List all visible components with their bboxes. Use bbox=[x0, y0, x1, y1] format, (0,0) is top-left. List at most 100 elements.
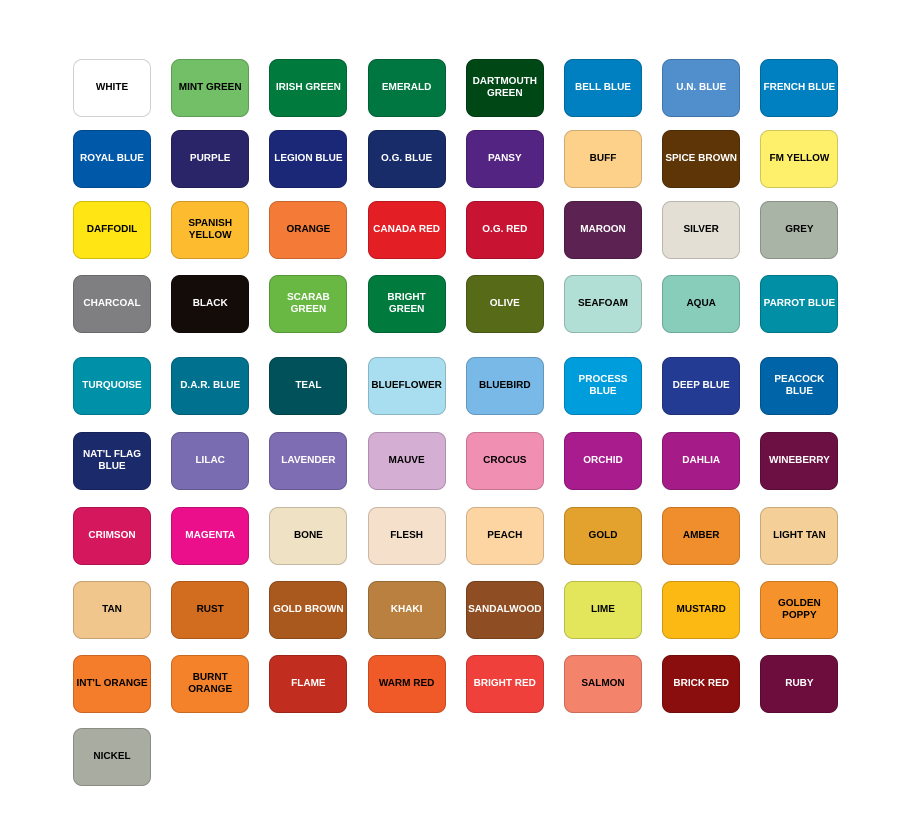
swatch-label: GOLDEN POPPY bbox=[778, 598, 821, 621]
swatch-label: GREY bbox=[785, 224, 814, 235]
color-swatch-french-blue: FRENCH BLUE bbox=[760, 59, 839, 117]
color-swatch-maroon: MAROON bbox=[564, 201, 642, 259]
swatch-label: CRIMSON bbox=[88, 530, 136, 541]
color-swatch-crocus: CROCUS bbox=[465, 432, 544, 490]
color-swatch-dartmouth-green: DARTMOUTH GREEN bbox=[465, 59, 544, 117]
swatch-label: LIME bbox=[591, 604, 615, 615]
color-swatch-warm-red: WARM RED bbox=[367, 655, 446, 713]
swatch-label: RUBY bbox=[785, 678, 814, 689]
color-swatch-scarab-green: SCARAB GREEN bbox=[269, 275, 348, 333]
color-swatch-turquoise: TURQUOISE bbox=[73, 357, 151, 415]
color-swatch-bright-red: BRIGHT RED bbox=[465, 655, 544, 713]
color-swatch-mustard: MUSTARD bbox=[662, 581, 741, 639]
swatch-label: FLAME bbox=[291, 678, 326, 689]
color-swatch-black: BLACK bbox=[171, 275, 250, 333]
color-swatch-o-g-red: O.G. RED bbox=[465, 201, 544, 259]
swatch-label: DARTMOUTH GREEN bbox=[472, 76, 538, 99]
swatch-label: SCARAB GREEN bbox=[287, 292, 330, 315]
swatch-label: PURPLE bbox=[189, 153, 231, 164]
color-swatch-lime: LIME bbox=[564, 581, 642, 639]
color-swatch-spice-brown: SPICE BROWN bbox=[662, 130, 741, 188]
swatch-label: AMBER bbox=[682, 530, 720, 541]
color-swatch-crimson: CRIMSON bbox=[73, 507, 151, 565]
color-swatch-u-n-blue: U.N. BLUE bbox=[662, 59, 741, 117]
swatch-label: TAN bbox=[102, 604, 122, 615]
swatch-label: LAVENDER bbox=[281, 455, 336, 466]
color-swatch-canada-red: CANADA RED bbox=[367, 201, 446, 259]
color-swatch-orange: ORANGE bbox=[269, 201, 348, 259]
color-swatch-bluebird: BLUEBIRD bbox=[465, 357, 544, 415]
color-swatch-olive: OLIVE bbox=[465, 275, 544, 333]
swatch-label: LIGHT TAN bbox=[773, 530, 826, 541]
color-swatch-peacock-blue: PEACOCK BLUE bbox=[760, 357, 839, 415]
swatch-label: PEACOCK BLUE bbox=[774, 374, 825, 397]
swatch-label: TEAL bbox=[295, 380, 322, 391]
swatch-label: WINEBERRY bbox=[769, 455, 830, 466]
swatch-label: TURQUOISE bbox=[82, 380, 142, 391]
swatch-label: FRENCH BLUE bbox=[763, 82, 836, 93]
color-swatch-burnt-orange: BURNT ORANGE bbox=[171, 655, 250, 713]
swatch-label: EMERALD bbox=[381, 82, 432, 93]
swatch-label: PROCESS BLUE bbox=[578, 374, 628, 397]
swatch-label: GOLD BROWN bbox=[273, 604, 344, 615]
color-swatch-lilac: LILAC bbox=[171, 432, 250, 490]
color-swatch-salmon: SALMON bbox=[564, 655, 642, 713]
color-swatch-peach: PEACH bbox=[465, 507, 544, 565]
color-swatch-irish-green: IRISH GREEN bbox=[269, 59, 348, 117]
swatch-label: PARROT BLUE bbox=[763, 298, 836, 309]
swatch-label: KHAKI bbox=[390, 604, 423, 615]
swatch-label: BLUEFLOWER bbox=[371, 380, 442, 391]
swatch-label: MINT GREEN bbox=[178, 82, 242, 93]
swatch-label: WARM RED bbox=[378, 678, 435, 689]
swatch-label: GOLD bbox=[588, 530, 618, 541]
swatch-label: FLESH bbox=[390, 530, 423, 541]
swatch-label: BUFF bbox=[589, 153, 617, 164]
color-swatch-seafoam: SEAFOAM bbox=[564, 275, 642, 333]
swatch-label: LILAC bbox=[195, 455, 225, 466]
swatch-label: SANDALWOOD bbox=[468, 604, 542, 615]
color-swatch-golden-poppy: GOLDEN POPPY bbox=[760, 581, 839, 639]
swatch-label: ORANGE bbox=[286, 224, 331, 235]
swatch-label: MUSTARD bbox=[676, 604, 726, 615]
swatch-label: IRISH GREEN bbox=[275, 82, 341, 93]
swatch-label: MAROON bbox=[580, 224, 626, 235]
color-swatch-orchid: ORCHID bbox=[564, 432, 642, 490]
swatch-label: FM YELLOW bbox=[769, 153, 830, 164]
swatch-label: BELL BLUE bbox=[575, 82, 631, 93]
swatch-label: BRICK RED bbox=[673, 678, 729, 689]
swatch-label: BLACK bbox=[192, 298, 228, 309]
color-swatch-flame: FLAME bbox=[269, 655, 348, 713]
swatch-label: BRIGHT GREEN bbox=[387, 292, 426, 315]
swatch-label: RUST bbox=[196, 604, 224, 615]
color-swatch-dahlia: DAHLIA bbox=[662, 432, 741, 490]
color-swatch-o-g-blue: O.G. BLUE bbox=[367, 130, 446, 188]
color-swatch-fm-yellow: FM YELLOW bbox=[760, 130, 839, 188]
swatch-label: BLUEBIRD bbox=[478, 380, 531, 391]
swatch-label: MAGENTA bbox=[185, 530, 236, 541]
swatch-label: DAFFODIL bbox=[86, 224, 138, 235]
swatch-label: SEAFOAM bbox=[578, 298, 628, 309]
color-swatch-bright-green: BRIGHT GREEN bbox=[367, 275, 446, 333]
color-swatch-spanish-yellow: SPANISH YELLOW bbox=[171, 201, 250, 259]
swatch-label: ROYAL BLUE bbox=[80, 153, 144, 164]
color-swatch-mint-green: MINT GREEN bbox=[171, 59, 250, 117]
swatch-label: ORCHID bbox=[583, 455, 623, 466]
color-swatch-int-l-orange: INT'L ORANGE bbox=[73, 655, 151, 713]
color-swatch-teal: TEAL bbox=[269, 357, 348, 415]
color-swatch-nickel: NICKEL bbox=[73, 728, 151, 786]
color-swatch-gold-brown: GOLD BROWN bbox=[269, 581, 348, 639]
color-swatch-legion-blue: LEGION BLUE bbox=[269, 130, 348, 188]
color-swatch-pansy: PANSY bbox=[465, 130, 544, 188]
color-swatch-buff: BUFF bbox=[564, 130, 642, 188]
color-swatch-purple: PURPLE bbox=[171, 130, 250, 188]
color-swatch-nat-l-flag-blue: NAT'L FLAG BLUE bbox=[73, 432, 151, 490]
swatch-label: SPICE BROWN bbox=[665, 153, 738, 164]
color-swatch-bone: BONE bbox=[269, 507, 348, 565]
swatch-label: INT'L ORANGE bbox=[76, 678, 148, 689]
color-swatch-light-tan: LIGHT TAN bbox=[760, 507, 839, 565]
swatch-label: BRIGHT RED bbox=[473, 678, 536, 689]
color-swatch-daffodil: DAFFODIL bbox=[73, 201, 151, 259]
color-swatch-blueflower: BLUEFLOWER bbox=[367, 357, 446, 415]
color-swatch-d-a-r-blue: D.A.R. BLUE bbox=[171, 357, 250, 415]
swatch-label: MAUVE bbox=[388, 455, 425, 466]
